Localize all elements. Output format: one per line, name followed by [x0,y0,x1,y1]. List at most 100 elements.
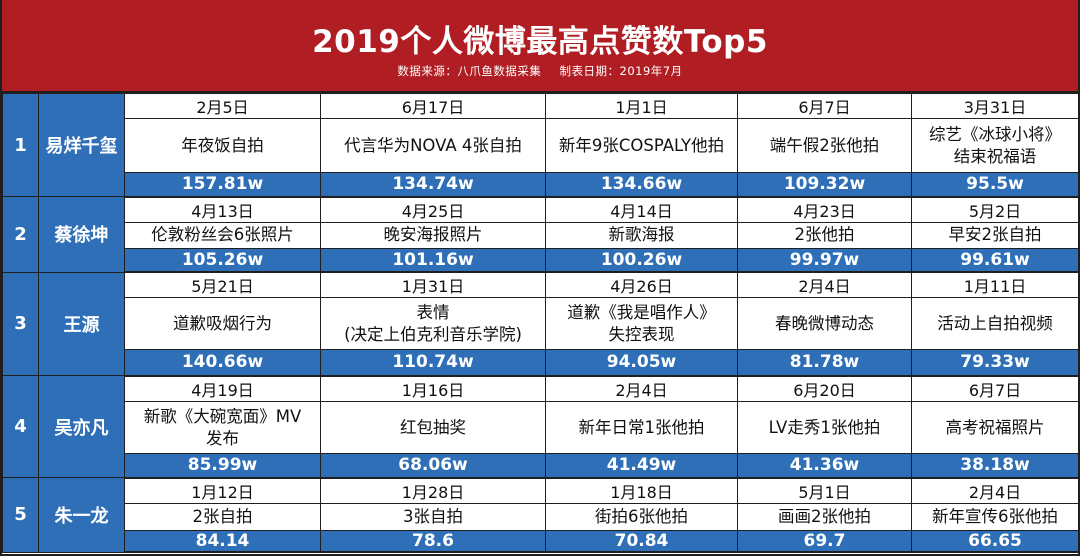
date-row: 1 易烊千玺 2月5日 6月17日 1月1日 6月7日 3月31日 [2,93,1078,197]
post-description-cell: 新年日常1张他拍 [545,401,738,454]
post-description-cell: 春晚微博动态 [737,297,912,350]
likes-count-cell: 78.6 [320,529,546,553]
rank-cell: 1 [2,93,39,197]
post-description-cell: 2张自拍 [124,502,321,531]
artist-name-cell: 朱一龙 [38,477,125,553]
post-date-cell: 1月1日 [545,93,738,119]
post-date-cell: 1月12日 [124,477,321,504]
ranking-table-body: 1 易烊千玺 2月5日 6月17日 1月1日 6月7日 3月31日 年夜饭自拍 代言华为NOVA… [2,93,1078,553]
likes-row: 157.81w 134.74w 134.66w 109.32w 95.5w [3,172,1078,198]
post-description-line: 结束祝福语 [953,146,1037,166]
post-description-line: 新年9张COSPALY他拍 [558,135,725,155]
post-description-cell: 代言华为NOVA 4张自拍 [320,118,546,173]
post-date-cell: 4月19日 [124,375,321,402]
post-description-line: 表情 [416,302,450,322]
likes-row: 84.14 78.6 70.84 69.7 66.65 [3,529,1078,553]
post-date-cell: 6月7日 [737,93,912,119]
likes-count-cell: 134.66w [545,172,738,198]
likes-count-cell: 95.5w [911,172,1078,198]
post-description-line: 早安2张自拍 [948,225,1042,244]
post-date-cell: 1月16日 [320,375,546,402]
post-description-row: 新歌《大碗宽面》MV 发布 红包抽奖 新年日常1张他拍 LV走秀1张他拍 高考祝福照片 [3,401,1078,454]
post-date-cell: 5月21日 [124,271,321,298]
post-description-cell: 红包抽奖 [320,401,546,454]
date-row: 2 蔡徐坤 4月13日 4月25日 4月14日 4月23日 5月2日 [2,196,1078,273]
likes-row: 105.26w 101.16w 100.26w 99.97w 99.61w [3,247,1078,273]
post-description-line: 新歌《大碗宽面》MV [143,406,302,426]
post-description-cell: 3张自拍 [320,502,546,531]
rank-cell: 4 [2,375,39,478]
post-date-cell: 5月2日 [911,196,1078,223]
post-date-cell: 4月23日 [737,196,912,223]
post-description-line: 新年日常1张他拍 [578,417,705,437]
post-description-cell: 道歉吸烟行为 [124,297,321,350]
likes-count-cell: 109.32w [737,172,912,198]
post-description-line: 新年宣传6张他拍 [932,506,1058,526]
post-description-cell: 高考祝福照片 [911,401,1078,454]
post-description-cell: 端午假2张他拍 [737,118,912,173]
rank-cell: 5 [2,477,39,553]
likes-count-cell: 94.05w [545,349,738,377]
post-date-cell: 6月17日 [320,93,546,119]
post-description-line: 端午假2张他拍 [769,135,880,155]
post-description-cell: 年夜饭自拍 [124,118,321,173]
date-row: 3 王源 5月21日 1月31日 4月26日 2月4日 1月11日 [2,271,1078,376]
post-description-cell: 早安2张自拍 [911,221,1078,249]
likes-count-cell: 85.99w [124,453,321,479]
likes-count-cell: 38.18w [911,453,1078,479]
post-description-line: 道歉《我是唱作人》 [567,302,716,322]
post-description-cell: 新年宣传6张他拍 [911,502,1078,531]
post-description-line: 伦敦粉丝会6张照片 [151,225,294,244]
post-date-cell: 3月31日 [911,93,1078,119]
post-description-cell: 新歌《大碗宽面》MV 发布 [124,401,321,454]
artist-name-cell: 王源 [38,271,125,376]
post-description-cell: 晚安海报照片 [320,221,546,249]
likes-count-cell: 157.81w [124,172,321,198]
post-date-cell: 6月20日 [737,375,912,402]
likes-row: 140.66w 110.74w 94.05w 81.78w 79.33w [3,349,1078,377]
post-description-line: 画画2张他拍 [778,506,871,526]
subtitle: 数据来源：八爪鱼数据采集 制表日期：2019年7月 [2,63,1078,79]
likes-count-cell: 81.78w [737,349,912,377]
rank-cell: 3 [2,271,39,376]
page-title: 2019个人微博最高点赞数Top5 [312,24,768,60]
likes-count-cell: 101.16w [320,247,546,273]
post-date-cell: 4月26日 [545,271,738,298]
post-date-cell: 2月4日 [911,477,1078,504]
artist-name-cell: 易烊千玺 [38,93,125,197]
post-description-line: 道歉吸烟行为 [173,313,272,333]
post-description-line: 年夜饭自拍 [181,135,264,155]
post-description-cell: 综艺《冰球小将》 结束祝福语 [911,118,1078,173]
likes-count-cell: 70.84 [545,529,738,553]
post-description-line: 高考祝福照片 [945,417,1045,437]
post-description-line: 晚安海报照片 [383,225,483,244]
artist-name-cell: 吴亦凡 [38,375,125,478]
likes-count-cell: 110.74w [320,349,546,377]
post-description-cell: LV走秀1张他拍 [737,401,912,454]
likes-count-cell: 105.26w [124,247,321,273]
post-description-line: 红包抽奖 [400,417,466,437]
likes-count-cell: 84.14 [124,529,321,553]
post-description-line: 2张他拍 [794,225,855,244]
post-description-line: 街拍6张他拍 [595,506,688,526]
data-source-label: 数据来源：八爪鱼数据采集 [397,64,542,78]
post-description-line: 3张自拍 [403,506,463,526]
likes-count-cell: 100.26w [545,247,738,273]
ranking-table: 1 易烊千玺 2月5日 6月17日 1月1日 6月7日 3月31日 年夜饭自拍 代言华为NOVA… [2,93,1078,553]
post-description-cell: 活动上自拍视频 [911,297,1078,350]
likes-count-cell: 140.66w [124,349,321,377]
post-description-line: 发布 [206,428,239,448]
rank-cell: 2 [2,196,39,273]
post-description-cell: 街拍6张他拍 [545,502,738,531]
table-date-label: 制表日期：2019年7月 [559,64,683,78]
post-description-cell: 伦敦粉丝会6张照片 [124,221,321,249]
likes-count-cell: 41.49w [545,453,738,479]
likes-row: 85.99w 68.06w 41.49w 41.36w 38.18w [3,453,1078,479]
post-description-line: LV走秀1张他拍 [768,417,881,437]
date-row: 4 吴亦凡 4月19日 1月16日 2月4日 6月20日 6月7日 [2,375,1078,478]
post-description-cell: 新歌海报 [545,221,738,249]
post-description-line: 失控表现 [608,324,675,344]
post-date-cell: 4月14日 [545,196,738,223]
post-date-cell: 2月4日 [737,271,912,298]
